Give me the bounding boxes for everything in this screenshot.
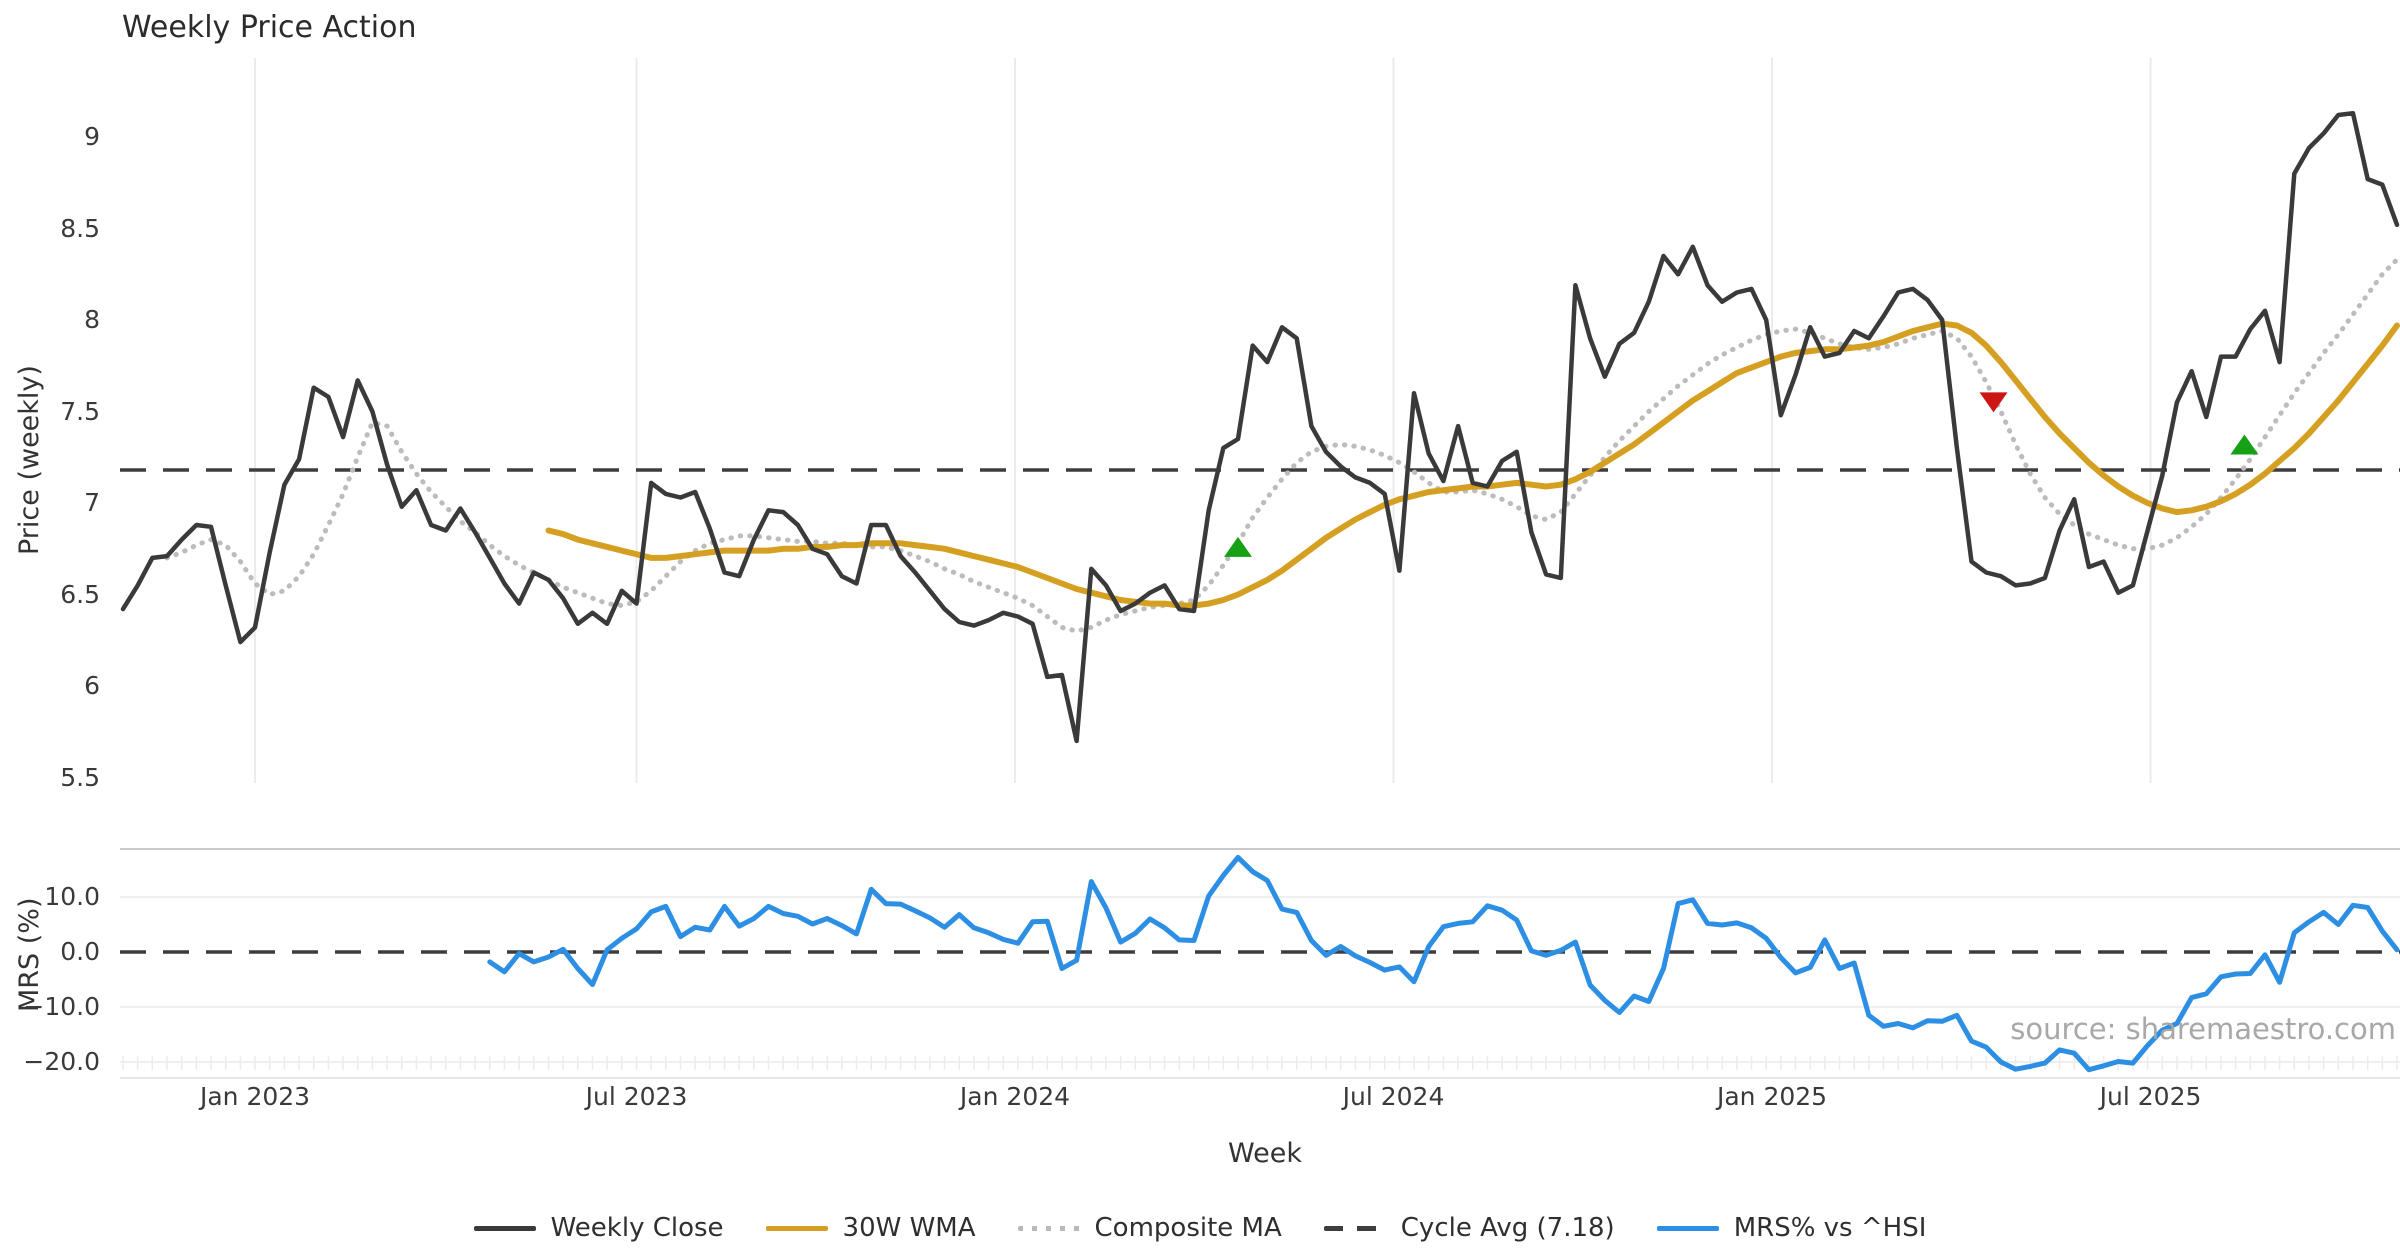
wma-line	[545, 320, 2400, 609]
price-ytick: 6.5	[60, 579, 100, 609]
legend-label: MRS% vs ^HSI	[1733, 1213, 1927, 1243]
chart-title: Weekly Price Action	[122, 10, 417, 45]
price-ytick: 7.5	[60, 396, 100, 426]
legend-item: 30W WMA	[765, 1213, 976, 1243]
price-ytick: 8	[84, 305, 100, 334]
legend-swatch-icon	[473, 1225, 536, 1231]
legend-item: Composite MA	[1017, 1213, 1282, 1243]
sell-signal-icon	[1979, 392, 2008, 413]
legend-swatch-icon	[1323, 1225, 1386, 1231]
x-axis-title: Week	[1228, 1138, 1302, 1169]
legend-item: MRS% vs ^HSI	[1656, 1213, 1927, 1243]
legend-swatch-icon	[1017, 1225, 1080, 1231]
x-tick: Jan 2023	[199, 1082, 311, 1111]
x-tick: Jul 2025	[2099, 1082, 2202, 1111]
legend-label: 30W WMA	[842, 1213, 976, 1243]
price-ytick: 6	[84, 671, 100, 700]
price-ytick: 5.5	[60, 762, 100, 792]
legend-item: Weekly Close	[473, 1213, 724, 1243]
price-axis-label: Price (weekly)	[14, 365, 45, 555]
buy-signal-icon	[1223, 536, 1252, 557]
price-ytick: 7	[84, 488, 100, 517]
weekly-close-line	[120, 110, 2400, 744]
legend-label: Cycle Avg (7.18)	[1400, 1213, 1615, 1243]
mrs-ytick: 10.0	[44, 882, 100, 911]
x-tick: Jan 2025	[1716, 1082, 1828, 1111]
price-ytick: 8.5	[60, 213, 100, 243]
x-tick: Jan 2024	[959, 1082, 1071, 1111]
legend-label: Composite MA	[1094, 1213, 1282, 1243]
mrs-ytick: −20.0	[23, 1047, 100, 1076]
legend: Weekly Close 30W WMA Composite MA Cycle Avg…	[0, 1203, 2400, 1253]
legend-label: Weekly Close	[550, 1213, 724, 1243]
mrs-line	[487, 854, 2400, 1073]
price-ytick: 9	[84, 122, 100, 151]
mrs-ytick: 0.0	[60, 937, 100, 966]
legend-swatch-icon	[765, 1225, 828, 1231]
x-tick: Jul 2023	[585, 1082, 688, 1111]
legend-swatch-icon	[1656, 1225, 1719, 1231]
x-tick: Jul 2024	[1342, 1082, 1445, 1111]
mrs-ytick: −10.0	[23, 992, 100, 1021]
source-watermark: source: sharemaestro.com	[2010, 1012, 2396, 1046]
buy-signal-icon	[2230, 434, 2259, 455]
legend-item: Cycle Avg (7.18)	[1323, 1213, 1615, 1243]
